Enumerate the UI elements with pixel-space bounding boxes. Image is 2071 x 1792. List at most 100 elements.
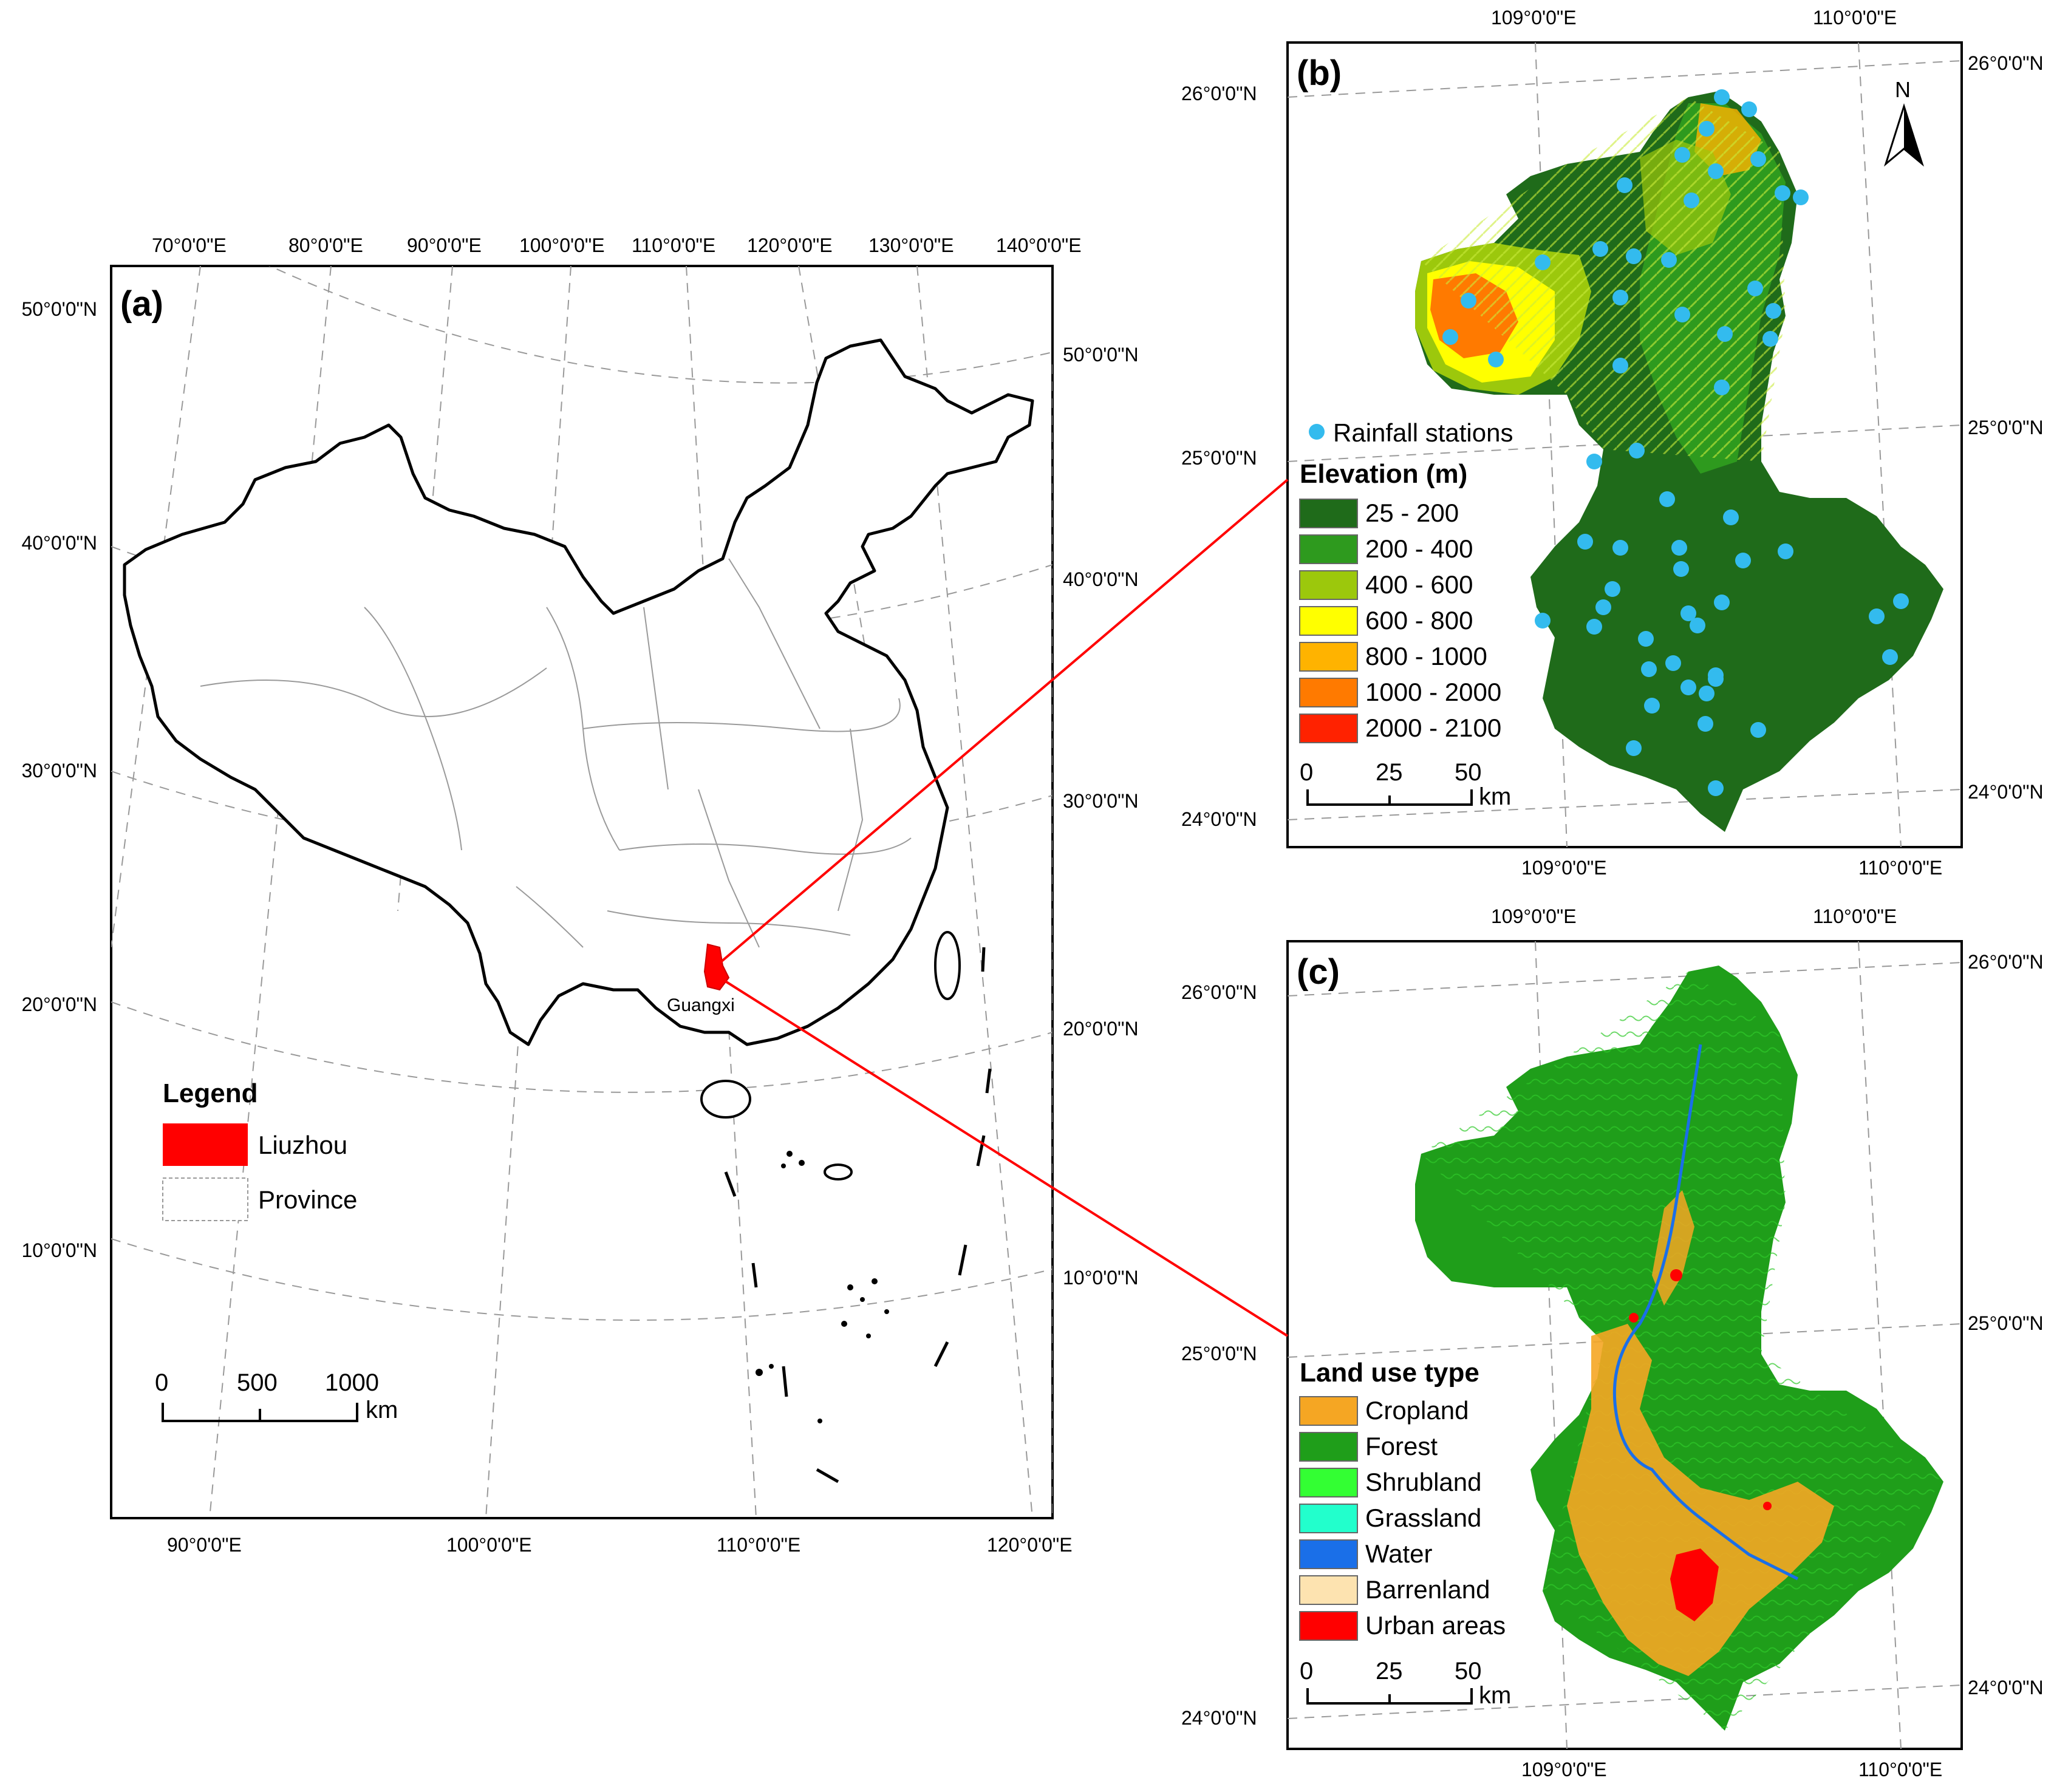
rainfall-station-marker [1673,561,1689,577]
scale-tick-label: 25 [1376,1658,1403,1685]
elevation-legend-swatch [1299,678,1358,707]
lon-label: 140°0'0"E [996,234,1082,256]
lat-label: 25°0'0"N [1968,1312,2044,1334]
lat-label: 24°0'0"N [1181,808,1257,830]
rainfall-station-marker [1766,303,1781,319]
landuse-legend-label: Grassland [1365,1504,1481,1532]
landuse-legend-swatch [1299,1396,1358,1426]
lat-label: 40°0'0"N [1063,568,1139,590]
legend-title: Land use type [1300,1358,1479,1388]
urban-area [1670,1548,1719,1621]
legend-label: Liuzhou [258,1131,347,1159]
rainfall-station-marker [1714,594,1730,610]
elevation-legend-label: 200 - 400 [1365,534,1473,563]
urban-spot [1670,1269,1682,1281]
lon-label: 80°0'0"E [288,234,363,256]
panel-a-left-lat-labels: 50°0'0"N 40°0'0"N 30°0'0"N 20°0'0"N 10°0… [21,298,97,1261]
rainfall-stations [1442,89,1909,796]
scale-bar [162,1403,358,1422]
link-line-to-c [718,976,1289,1337]
rainfall-station-marker [1869,608,1885,624]
scale-tick-label: 25 [1376,759,1403,786]
cropland-north [1652,1190,1694,1306]
lat-label: 24°0'0"N [1968,781,2044,803]
elevation-legend-swatch [1299,606,1358,636]
rainfall-station-marker [1661,252,1677,268]
lat-label: 26°0'0"N [1968,52,2044,74]
rainfall-station-marker [1680,680,1696,695]
rainfall-station-marker [1762,331,1778,347]
north-label: N [1895,77,1911,102]
scale-tick-label: 50 [1455,759,1482,786]
scale-tick-label: 50 [1455,1658,1482,1685]
elevation-legend-swatch [1299,570,1358,600]
lat-label: 20°0'0"N [1063,1018,1139,1040]
lat-label: 25°0'0"N [1968,417,2044,438]
landuse-legend-swatch [1299,1468,1358,1497]
scale-tick-label: 0 [1300,759,1313,786]
landuse-legend-swatch [1299,1611,1358,1641]
lon-label: 109°0'0"E [1491,905,1577,927]
rainfall-station-marker [1641,661,1657,677]
rainfall-station-marker [1775,185,1790,201]
landuse-legend-items: Cropland Forest Shrubland Grassland Water Bar… [1299,1396,1506,1641]
lon-label: 120°0'0"E [747,234,833,256]
dash-line [724,947,992,1484]
rainfall-station-marker [1741,101,1757,117]
panel-c-legend: Land use type Cropland Forest Shrubland Gra… [1299,1358,1506,1641]
lat-label: 30°0'0"N [21,760,97,782]
rainfall-station-marker [1644,698,1660,714]
legend-title: Elevation (m) [1300,459,1467,489]
elevation-legend-label: 1000 - 2000 [1365,678,1501,706]
rainfall-station-marker [1592,241,1608,257]
panel-c-lon-labels: 109°0'0"E 110°0'0"E 109°0'0"E 110°0'0"E [1491,905,1942,1780]
panel-a-bottom-lon-labels: 90°0'0"E 100°0'0"E 110°0'0"E 120°0'0"E [167,1534,1073,1556]
rainfall-station-marker [1612,540,1628,556]
landuse-legend-label: Urban areas [1365,1611,1506,1640]
rainfall-station-marker [1617,177,1633,193]
landuse-legend-swatch [1299,1504,1358,1533]
rainfall-station-marker [1893,593,1909,609]
elevation-legend-label: 400 - 600 [1365,570,1473,599]
rainfall-station-marker [1674,147,1690,163]
rainfall-station-marker [1882,649,1898,665]
elevation-legend-label: 800 - 1000 [1365,642,1487,670]
rainfall-station-marker [1708,780,1724,796]
lon-label: 90°0'0"E [167,1534,242,1556]
lon-label: 120°0'0"E [987,1534,1073,1556]
rainfall-station-marker [1626,248,1642,264]
scale-tick-label: 0 [155,1369,168,1396]
lon-label: 100°0'0"E [446,1534,532,1556]
panel-b: (b) N 109°0'0"E 110°0'0"E 109°0'0"E 110°… [1181,7,2044,879]
guangxi-label: Guangxi [667,995,735,1015]
lon-label: 100°0'0"E [519,234,605,256]
rainfall-station-marker [1793,189,1809,205]
rainfall-station-marker [1778,543,1793,559]
rainfall-station-marker [1674,307,1690,322]
panel-a-letter: (a) [120,284,163,324]
lon-label: 109°0'0"E [1521,857,1607,879]
rainfall-station-marker [1747,281,1763,296]
scale-unit: km [366,1397,398,1423]
panel-a: (a) Guangxi 70°0'0"E 80°0'0"E 90°0'0"E 1… [21,234,1139,1556]
lon-label: 110°0'0"E [1813,7,1897,29]
rainfall-station-marker [1612,290,1628,305]
lon-label: 110°0'0"E [1858,1759,1942,1780]
landuse-legend-label: Water [1365,1539,1432,1568]
rainfall-station-marker [1735,553,1751,568]
rainfall-station-marker [1535,254,1551,270]
rainfall-station-marker [1586,454,1602,469]
elevation-legend-swatch [1299,534,1358,564]
rainfall-station-marker [1699,121,1714,137]
elevation-legend-swatch [1299,499,1358,528]
scale-bar [1306,1688,1473,1705]
lon-label: 109°0'0"E [1491,7,1577,29]
landuse-legend-label: Cropland [1365,1396,1469,1425]
panel-a-scalebar: 0 500 1000 km [155,1369,398,1423]
scale-tick-label: 1000 [325,1369,379,1396]
lon-label: 130°0'0"E [868,234,954,256]
landuse-legend-label: Barrenland [1365,1575,1490,1604]
rainfall-station-marker [1708,671,1724,687]
stations-legend-label: Rainfall stations [1333,418,1513,447]
elevation-legend-items: 25 - 200 200 - 400 400 - 600 600 - 800 800 -… [1299,499,1501,743]
